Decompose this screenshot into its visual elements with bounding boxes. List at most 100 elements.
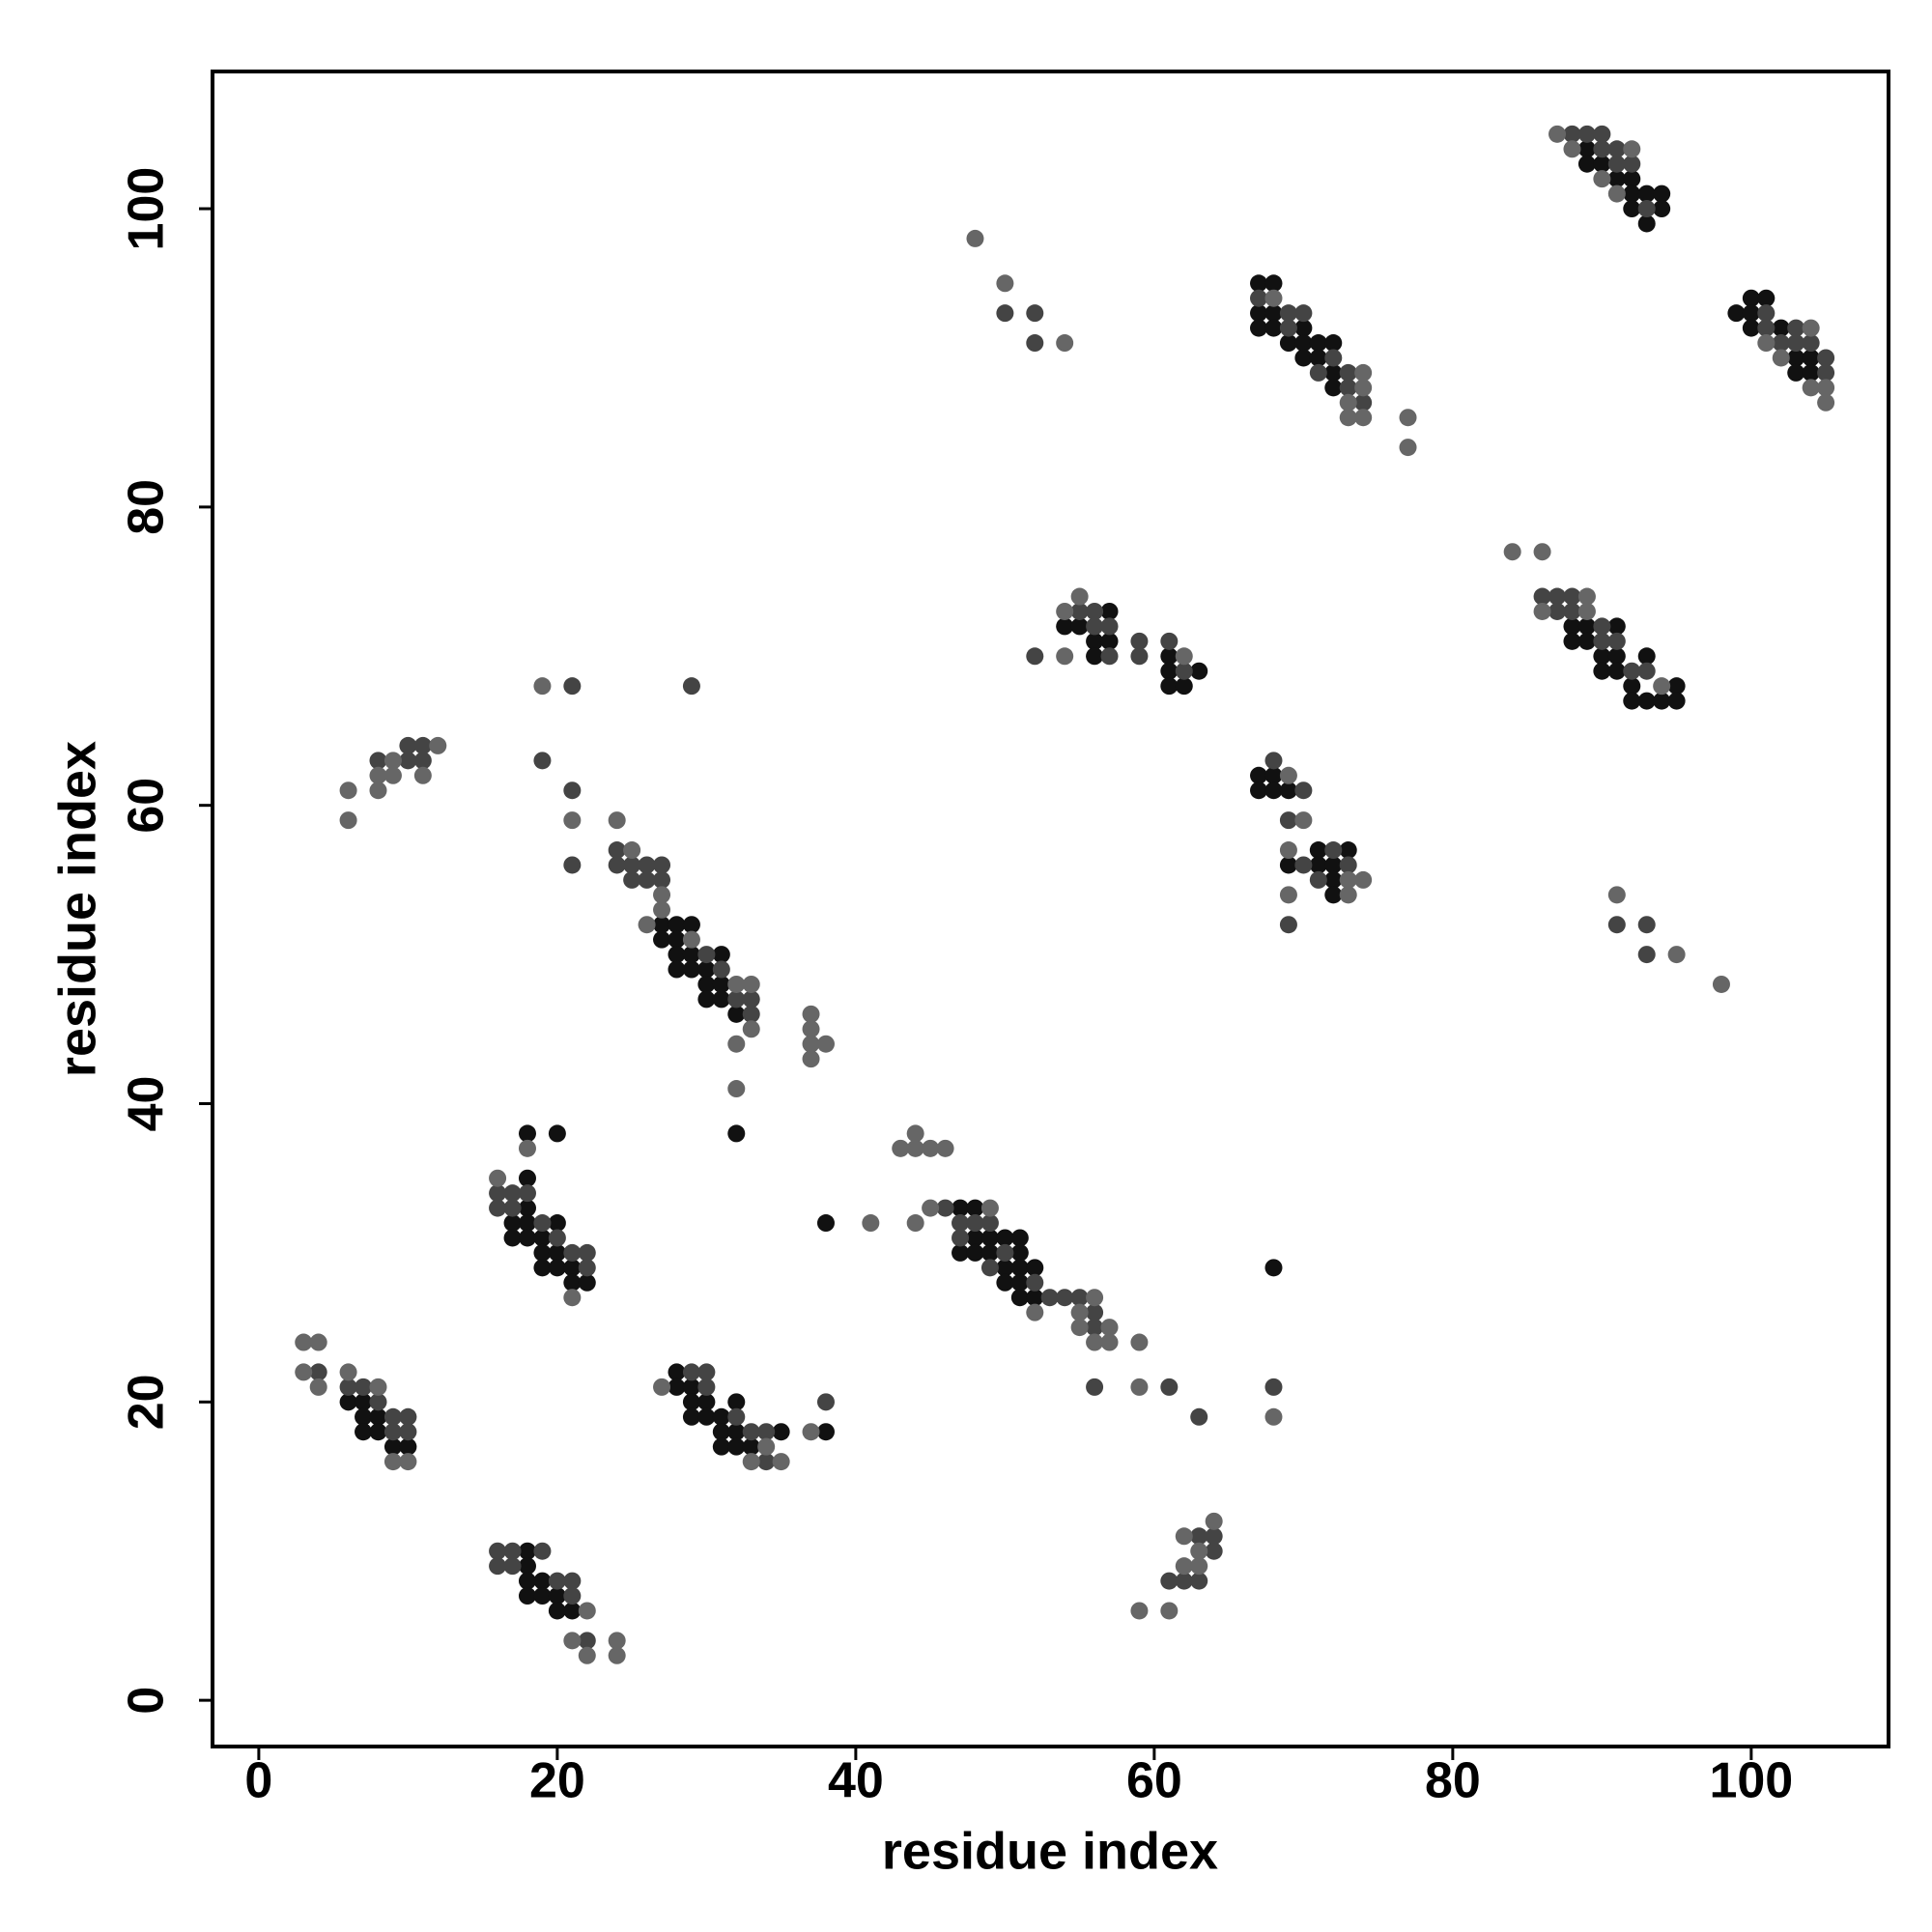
point	[548, 1572, 566, 1590]
point	[489, 1169, 507, 1187]
point	[1757, 319, 1776, 337]
point	[369, 1423, 387, 1441]
point	[1577, 617, 1596, 636]
point	[1175, 662, 1193, 680]
point	[578, 1646, 596, 1664]
point	[355, 1423, 373, 1441]
point	[816, 1423, 835, 1441]
x-tick-label: 100	[1709, 1753, 1793, 1809]
point	[1279, 916, 1297, 934]
point	[653, 870, 671, 889]
point	[802, 1423, 820, 1441]
point	[1190, 1542, 1208, 1560]
point	[1354, 363, 1373, 382]
point	[399, 1423, 417, 1441]
point	[518, 1169, 536, 1187]
point	[1637, 214, 1656, 233]
point	[966, 1199, 984, 1217]
point	[518, 1587, 536, 1605]
point	[1607, 647, 1626, 666]
point	[1607, 170, 1626, 188]
point	[1026, 1259, 1044, 1277]
point	[1056, 617, 1074, 636]
point	[1757, 289, 1776, 307]
point	[1653, 692, 1671, 710]
point	[1653, 185, 1671, 203]
point	[309, 1363, 327, 1381]
point	[1607, 140, 1626, 158]
point	[548, 1124, 566, 1143]
point	[668, 946, 686, 964]
point	[742, 1020, 760, 1038]
point	[1787, 334, 1805, 353]
point	[1593, 647, 1611, 666]
point	[1250, 289, 1268, 307]
point	[1503, 543, 1521, 561]
point	[1026, 647, 1044, 666]
point	[1533, 602, 1551, 620]
point	[1339, 841, 1357, 860]
point	[413, 752, 432, 770]
point	[966, 229, 984, 247]
point	[623, 856, 641, 874]
point	[1324, 841, 1343, 860]
point	[369, 766, 387, 784]
point	[1100, 1319, 1119, 1337]
point	[1339, 856, 1357, 874]
point	[757, 1453, 776, 1471]
point	[1817, 379, 1835, 397]
point	[1309, 870, 1327, 889]
point	[996, 1273, 1014, 1292]
point	[413, 736, 432, 754]
point	[1817, 393, 1835, 412]
point	[1190, 1407, 1208, 1426]
point	[966, 1214, 984, 1233]
point	[518, 1139, 536, 1157]
point	[936, 1139, 954, 1157]
point	[1010, 1273, 1029, 1292]
point	[1757, 304, 1776, 323]
point	[1294, 856, 1313, 874]
point	[980, 1259, 999, 1277]
point	[1653, 677, 1671, 696]
point	[1802, 349, 1820, 367]
point	[384, 1407, 402, 1426]
point	[742, 1453, 760, 1471]
point	[712, 1437, 730, 1456]
point	[548, 1602, 566, 1620]
point	[727, 1080, 746, 1098]
point	[563, 856, 582, 874]
point	[518, 1124, 536, 1143]
point	[1070, 1319, 1089, 1337]
point	[1339, 886, 1357, 904]
point	[355, 1407, 373, 1426]
point	[1264, 274, 1283, 293]
point	[533, 1587, 552, 1605]
point	[1250, 781, 1268, 800]
point	[1324, 349, 1343, 367]
point	[1802, 319, 1820, 337]
point	[1070, 617, 1089, 636]
point	[1623, 677, 1641, 696]
point	[1607, 662, 1626, 680]
point	[399, 736, 417, 754]
point	[1577, 602, 1596, 620]
point	[653, 900, 671, 919]
point	[802, 1035, 820, 1053]
point	[996, 1243, 1014, 1262]
point	[816, 1214, 835, 1233]
point	[1264, 289, 1283, 307]
point	[1279, 886, 1297, 904]
point	[1264, 752, 1283, 770]
point	[1279, 811, 1297, 830]
point	[563, 811, 582, 830]
point	[966, 1243, 984, 1262]
point	[1279, 319, 1297, 337]
point	[1250, 319, 1268, 337]
point	[1399, 439, 1417, 457]
point	[1026, 1273, 1044, 1292]
point	[518, 1572, 536, 1590]
point	[742, 975, 760, 993]
point	[727, 1407, 746, 1426]
point	[1637, 185, 1656, 203]
